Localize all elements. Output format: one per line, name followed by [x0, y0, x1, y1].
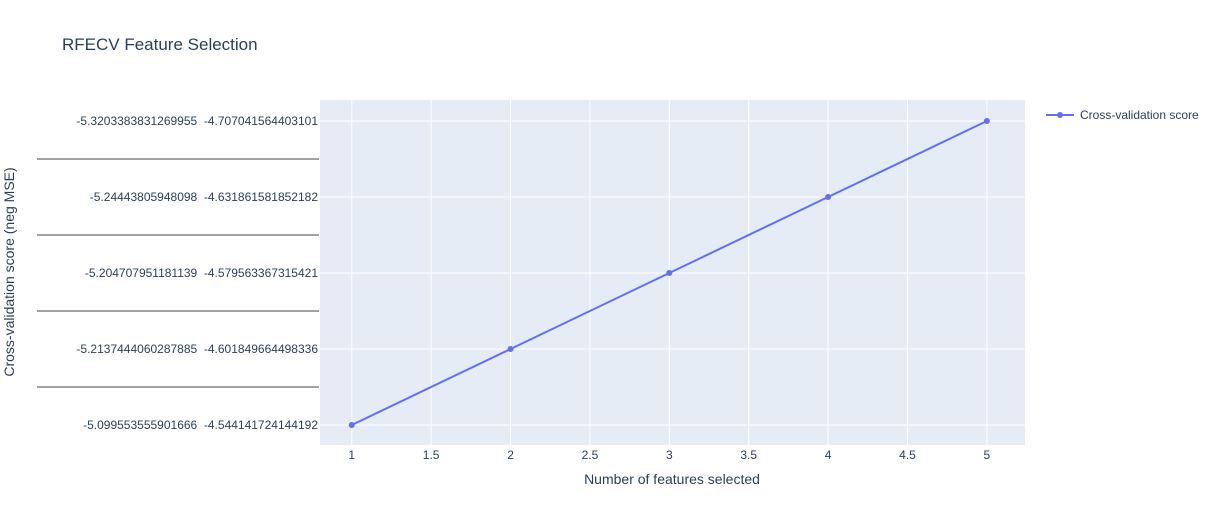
y-axis-separators	[37, 158, 319, 388]
y-tick-label: -5.3203383831269955 -4.707041564403101	[76, 114, 318, 128]
grid-lines	[320, 100, 1025, 445]
x-tick-label: 2.5	[582, 448, 599, 462]
legend-label: Cross-validation score	[1080, 108, 1199, 122]
y-axis-title: Cross-validation score (neg MSE)	[1, 167, 17, 376]
legend-marker-icon	[1057, 112, 1063, 118]
chart-title: RFECV Feature Selection	[62, 35, 258, 54]
y-tick-label: -5.24443805948098 -4.631861581852182	[90, 190, 319, 204]
x-tick-label: 4	[825, 448, 832, 462]
data-point[interactable]	[983, 118, 990, 124]
x-tick-label: 3	[666, 448, 673, 462]
x-tick-label: 5	[984, 448, 991, 462]
x-tick-label: 1.5	[423, 448, 440, 462]
y-tick-label: -5.099553555901666 -4.544141724144192	[83, 418, 318, 432]
data-point[interactable]	[825, 194, 832, 200]
x-tick-label: 4.5	[899, 448, 916, 462]
legend[interactable]: Cross-validation score	[1046, 108, 1199, 122]
data-point[interactable]	[348, 422, 355, 428]
y-tick-label: -5.2137444060287885 -4.601849664498336	[76, 342, 318, 356]
x-axis-ticks: 1 1.5 2 2.5 3 3.5 4 4.5 5	[348, 448, 990, 462]
data-point[interactable]	[666, 270, 673, 276]
x-tick-label: 2	[507, 448, 514, 462]
data-point[interactable]	[507, 346, 514, 352]
series-group	[348, 118, 990, 428]
y-tick-label: -5.204707951181139 -4.579563367315421	[85, 266, 318, 280]
x-tick-label: 3.5	[740, 448, 757, 462]
y-axis-ticks: -5.3203383831269955 -4.707041564403101 -5…	[76, 114, 318, 432]
x-tick-label: 1	[348, 448, 355, 462]
x-axis-title: Number of features selected	[584, 471, 760, 487]
